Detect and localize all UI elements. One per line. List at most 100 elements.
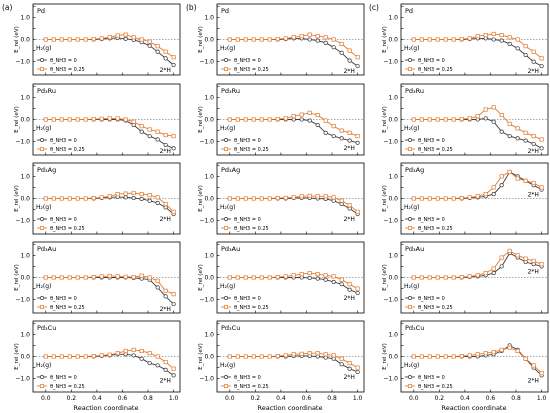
data-point-circle [131,353,136,358]
data-point-square [355,365,360,370]
data-point-square [315,272,320,277]
data-point-square [467,36,472,41]
data-point-circle [499,38,504,43]
data-point-square [243,354,248,359]
legend-label-1: θ_NH3 = 0.25 [50,384,85,390]
legend-marker-0 [40,58,44,62]
y-tick-label: 0.0 [388,275,398,282]
surface-label: Pd₃Ru [221,87,240,95]
data-point-square [75,196,80,201]
y-tick-label: 0.0 [388,196,398,203]
data-point-square [115,116,120,121]
data-point-circle [331,45,336,50]
legend-marker-0 [408,138,412,142]
data-point-square [267,37,272,42]
legend-label-0: θ_NH3 = 0 [418,296,445,302]
y-tick-label: 1.0 [204,331,214,338]
data-point-square [507,121,512,126]
y-axis-label: E_rel (eV) [382,343,388,369]
h2-gas-annotation: H₂(g) [220,362,235,369]
data-point-circle [339,201,344,207]
y-axis-label: E_rel (eV) [382,264,388,290]
end-state-annotation: 2*H [528,148,539,155]
data-point-square [531,258,536,263]
xlabel-c: Reaction coordinate [442,404,507,412]
panel-c-pd3au: 1.0 0.0 −1.0 E_rel (eV) Pd₃Au H₂(g) 2*H θ_NH3 =… [382,241,549,314]
legend-label-1: θ_NH3 = 0.25 [234,384,269,390]
data-point-square [235,354,240,359]
data-point-square [131,347,136,352]
data-point-square [523,256,528,261]
data-point-square [75,275,80,280]
data-point-square [491,266,496,271]
data-point-square [59,354,64,359]
y-tick-label: −1.0 [199,59,214,66]
data-point-square [251,275,256,280]
data-point-square [259,117,264,122]
y-tick-label: 0.0 [204,196,214,203]
data-point-circle [299,117,304,122]
xlabel-b: Reaction coordinate [258,404,323,412]
legend-label-1: θ_NH3 = 0.25 [418,226,453,232]
h2-gas-annotation: H₂(g) [404,45,419,52]
end-state-annotation: 2*H [528,377,539,384]
data-point-square [235,196,240,201]
legend-label-0: θ_NH3 = 0 [418,138,445,144]
data-point-square [515,253,520,258]
data-point-square [75,117,80,122]
data-point-square [323,273,328,278]
data-point-square [435,37,440,42]
data-point-square [283,36,288,41]
x-tick-label: 1.0 [169,395,179,402]
data-point-square [291,195,296,200]
data-point-circle [323,40,328,45]
surface-label: Pd₃Cu [405,324,424,332]
data-point-square [515,348,520,354]
legend-marker-0 [408,58,412,62]
data-point-square [531,49,536,54]
data-point-square [419,117,424,122]
data-point-square [139,348,144,354]
x-tick-label: 0.2 [67,395,77,402]
data-point-square [163,132,168,138]
data-point-square [435,117,440,122]
data-point-square [163,49,168,54]
data-point-circle [147,361,152,366]
data-point-square [147,351,152,356]
data-point-circle [147,43,152,48]
panel-a-pd3cu: 1.00.0−1.00.0 0.2 0.4 0.6 0.8 1.0E_rel (eV)Pd… [14,320,181,402]
data-point-square [507,169,512,174]
data-point-square [83,196,88,201]
data-point-square [419,275,424,280]
legend-marker-1 [224,305,228,309]
x-tick-label: 0.8 [511,395,521,402]
y-tick-label: −1.0 [15,59,30,66]
data-point-square [155,278,160,283]
legend-marker-1 [224,226,228,230]
data-point-square [475,352,480,357]
y-tick-label: 1.0 [204,173,214,180]
data-point-square [91,275,96,280]
surface-label: Pd₃Cu [37,324,56,332]
legend-label-0: θ_NH3 = 0 [418,375,445,381]
legend-marker-1 [224,67,228,71]
data-point-circle [483,36,488,41]
panel-b-pd: 1.0 0.0 −1.0 E_rel (eV) Pd H₂(g) 2*H θ_NH3 = 0 θ… [198,3,365,76]
y-tick-label: 1.0 [204,252,214,259]
data-point-square [347,130,352,135]
end-state-annotation: 2*H [344,295,355,302]
data-point-circle [123,36,128,41]
legend-marker-1 [224,384,228,388]
y-tick-label: 1.0 [388,252,398,259]
data-point-square [499,347,504,352]
data-point-square [155,195,160,200]
data-point-square [139,124,144,129]
data-point-circle [331,279,336,284]
surface-label: Pd [37,7,45,15]
y-tick-label: 0.0 [20,117,30,124]
data-point-square [291,114,296,119]
data-point-square [419,354,424,359]
x-tick-label: 1.0 [353,395,363,402]
data-point-circle [539,146,544,151]
data-point-square [155,129,160,134]
